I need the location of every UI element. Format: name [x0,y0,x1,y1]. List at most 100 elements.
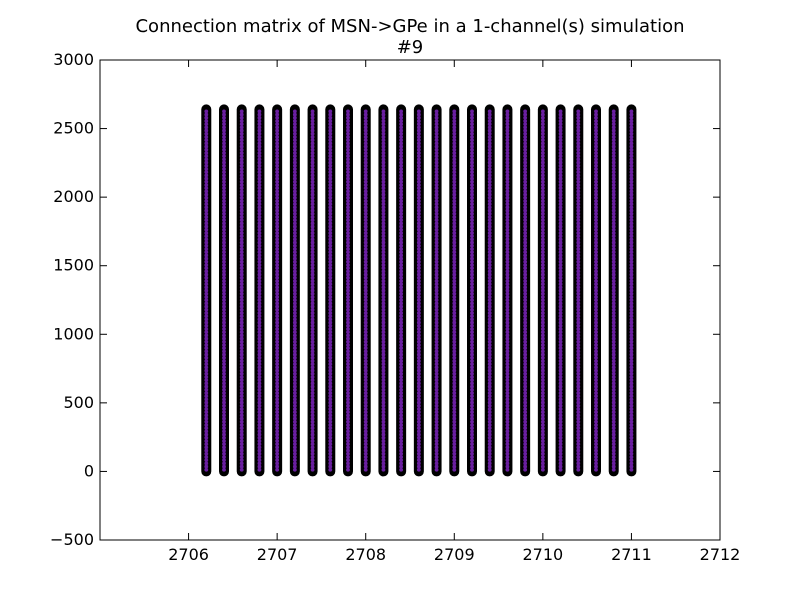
data-point [611,429,616,434]
data-column [449,104,460,477]
data-point [470,407,474,411]
data-point [399,279,404,283]
data-point [523,365,528,370]
data-point [381,240,386,245]
data-point [576,183,581,187]
data-point [629,467,634,472]
data-point [487,259,492,264]
data-point [222,131,226,136]
data-point [558,304,563,309]
data-point [363,279,368,283]
data-point [204,352,209,357]
data-point [346,426,350,431]
data-point [558,439,563,443]
data-point [434,359,439,363]
data-point [346,461,350,466]
data-point [275,391,280,395]
data-point [523,243,528,248]
data-point [222,397,226,402]
data-point [558,167,563,171]
data-point [540,455,545,459]
data-point [523,151,528,155]
data-point [399,119,404,123]
data-point [523,467,528,472]
data-point [204,163,209,168]
data-point [204,416,209,421]
data-point [363,355,368,360]
data-point [470,195,474,200]
data-point [434,179,439,184]
data-point [470,435,474,440]
data-point [505,416,510,421]
data-point [594,397,598,402]
data-column [484,104,495,477]
data-point [434,458,439,463]
data-point [346,125,350,130]
data-point [594,272,598,277]
data-point [576,231,581,235]
data-point [470,263,474,267]
data-point [434,407,439,411]
data-point [310,435,315,440]
data-point [611,160,616,165]
data-point [611,349,616,354]
data-point [275,365,280,370]
data-point [594,455,598,459]
data-point [487,250,492,255]
data-point [292,179,297,184]
data-point [629,378,634,383]
data-point [523,291,528,296]
data-point [222,282,226,287]
data-point [434,375,439,379]
data-point [434,125,439,130]
data-point [399,227,404,232]
data-point [505,371,510,376]
data-point [558,336,563,341]
data-point [239,202,244,207]
data-point [540,131,545,136]
data-point [328,400,333,405]
data-point [257,122,262,127]
data-point [292,343,297,347]
data-point [487,416,492,421]
data-point [416,128,421,133]
data-point [434,346,439,351]
data-point [523,448,528,453]
data-point [292,221,297,226]
data-point [470,381,474,386]
data-point [399,355,404,360]
data-point [222,432,226,437]
data-point [505,186,510,191]
data-point [275,250,280,255]
data-point [452,397,457,402]
data-point [416,413,421,418]
data-point [222,160,226,165]
data-point [576,202,581,207]
data-point [470,186,474,191]
y-tick-label: −500 [50,530,94,549]
data-point [222,151,226,155]
data-point [416,144,421,149]
data-point [594,247,598,251]
data-point [523,138,528,143]
data-point [540,400,545,405]
data-point [629,355,634,360]
data-point [558,173,563,178]
data-point [292,317,297,322]
data-point [292,448,297,453]
data-point [399,435,404,440]
data-point [611,336,616,341]
data-point [416,397,421,402]
data-point [381,301,386,306]
data-point [629,365,634,370]
y-tick-label: 0 [84,461,94,480]
data-point [292,144,297,149]
data-point [594,202,598,207]
data-point [487,307,492,312]
data-point [275,445,280,450]
data-point [292,397,297,402]
data-point [470,295,474,299]
data-point [594,301,598,306]
data-point [611,330,616,335]
data-point [594,435,598,440]
